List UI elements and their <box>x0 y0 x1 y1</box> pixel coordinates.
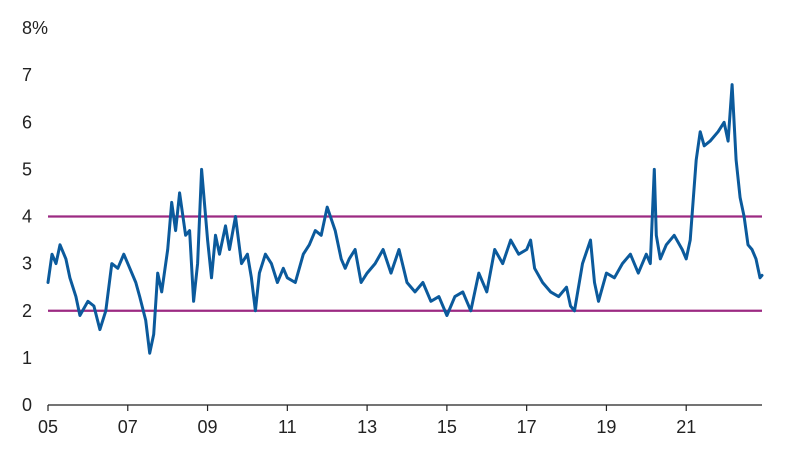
y-axis-tick-labels: 0 1 2 3 4 5 6 7 8% <box>22 18 48 415</box>
x-tick-label: 19 <box>596 417 616 437</box>
y-tick-label: 8% <box>22 18 48 38</box>
x-axis-ticks: 05 07 09 11 13 15 17 19 21 <box>38 405 696 437</box>
y-tick-label: 7 <box>22 65 32 85</box>
series-line <box>46 83 764 355</box>
x-tick-label: 13 <box>357 417 377 437</box>
x-tick-label: 09 <box>198 417 218 437</box>
x-tick-label: 17 <box>517 417 537 437</box>
y-tick-label: 3 <box>22 254 32 274</box>
series-lines <box>46 83 764 355</box>
y-tick-label: 1 <box>22 348 32 368</box>
x-tick-label: 11 <box>278 417 297 437</box>
x-tick-label: 21 <box>676 417 696 437</box>
x-tick-label: 07 <box>118 417 138 437</box>
y-tick-label: 0 <box>22 395 32 415</box>
y-tick-label: 5 <box>22 159 32 179</box>
x-tick-label: 05 <box>38 417 58 437</box>
x-tick-label: 15 <box>437 417 457 437</box>
y-tick-label: 6 <box>22 112 32 132</box>
y-tick-label: 4 <box>22 207 32 227</box>
y-tick-label: 2 <box>22 301 32 321</box>
reference-lines <box>48 215 762 312</box>
